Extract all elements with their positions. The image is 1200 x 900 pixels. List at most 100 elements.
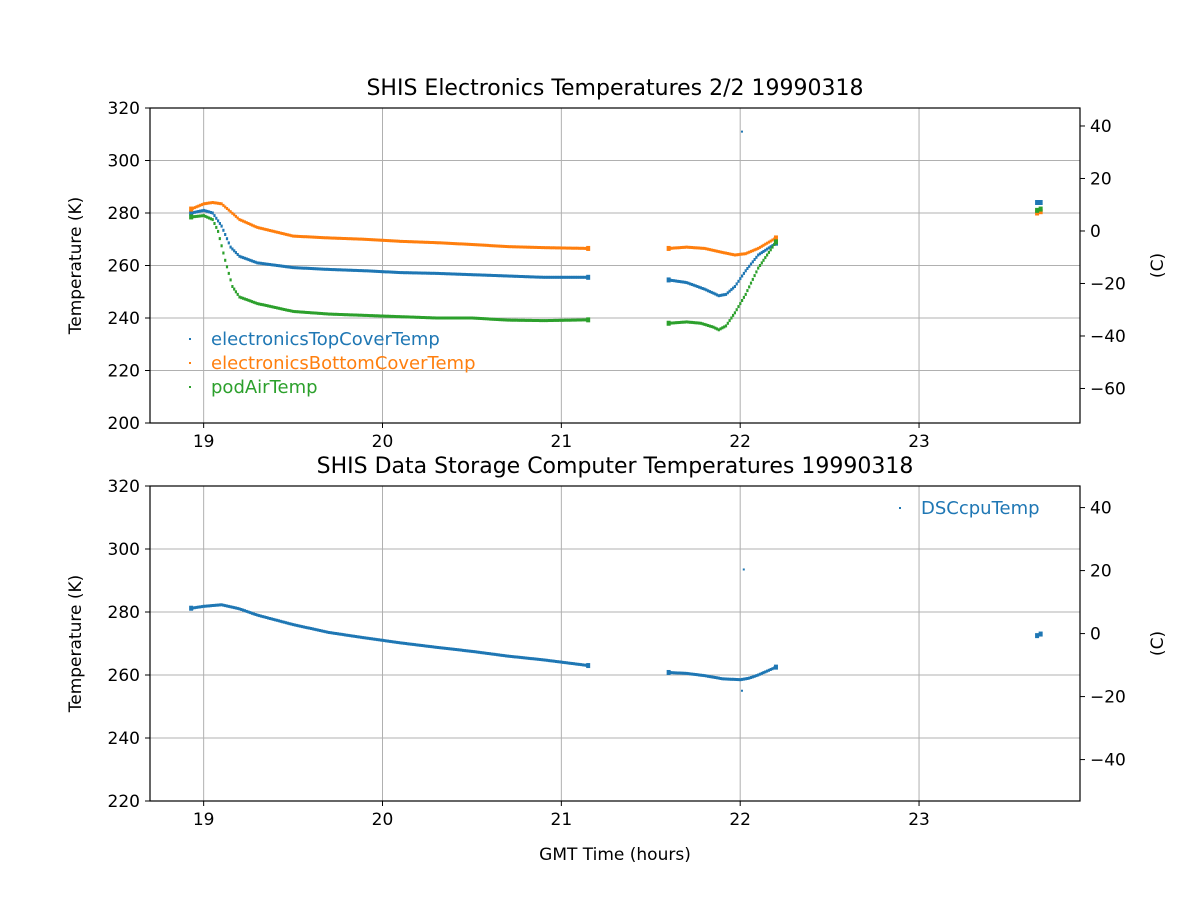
chart0-point	[200, 209, 204, 213]
chart1-point	[254, 613, 257, 616]
chart0-point	[360, 313, 363, 317]
chart0-point	[290, 234, 293, 238]
chart0-point	[483, 317, 486, 321]
chart0-point	[741, 274, 744, 278]
chart1-point	[238, 607, 241, 611]
chart0-point	[528, 245, 531, 249]
chart1-point	[358, 635, 361, 639]
chart1-point	[673, 671, 676, 675]
chart0-point	[415, 271, 418, 275]
chart0-point	[478, 273, 481, 277]
chart1-point	[308, 626, 311, 630]
chart0-point	[746, 289, 749, 293]
chart0-point	[576, 246, 579, 250]
chart1-point	[769, 668, 772, 671]
chart0-point	[354, 313, 357, 317]
chart1-point	[454, 648, 457, 651]
chart0-point	[537, 246, 540, 249]
chart0-point	[374, 314, 377, 318]
chart0-point	[724, 292, 728, 296]
chart0-point	[576, 318, 579, 322]
chart0-series-electronicsBottomCoverTemp	[189, 201, 1043, 257]
chart0-point	[413, 315, 416, 319]
chart0-point	[419, 315, 422, 319]
chart0-point	[467, 316, 470, 320]
chart0-point	[365, 269, 368, 273]
chart0-point	[436, 316, 440, 320]
chart1-point	[349, 634, 352, 638]
chart0-point	[692, 246, 695, 250]
chart1-point	[313, 627, 316, 631]
chart0-point	[717, 328, 720, 332]
chart0-point	[676, 321, 679, 325]
chart1-point	[741, 677, 744, 681]
chart1-point	[322, 629, 325, 633]
chart0-point	[202, 214, 205, 218]
chart1-point	[676, 671, 679, 675]
chart0-point	[717, 294, 720, 298]
chart0-point	[435, 241, 438, 245]
chart0-y-right-tick-label-0: −60	[1090, 379, 1126, 399]
chart1-point	[233, 606, 236, 610]
chart0-point	[224, 258, 227, 262]
chart1-point	[215, 603, 218, 607]
chart0-point	[764, 242, 767, 246]
chart0-point	[742, 295, 745, 299]
chart0-point	[553, 275, 556, 279]
chart0-point	[336, 312, 339, 316]
chart0-point	[428, 316, 431, 320]
chart0-point	[403, 271, 406, 275]
chart1-point	[354, 635, 357, 638]
chart1-point	[726, 677, 729, 681]
chart1-point	[444, 646, 447, 650]
chart0-point	[381, 314, 384, 318]
chart1-series-DSCcpuTemp	[189, 568, 1043, 692]
chart0-point	[352, 237, 356, 241]
chart0-point	[673, 321, 676, 325]
chart0-point	[218, 222, 221, 225]
chart0-point	[510, 274, 513, 278]
chart0-point	[254, 225, 257, 229]
chart0-point	[488, 317, 491, 321]
chart1-point	[583, 663, 586, 667]
chart1-point	[762, 671, 765, 675]
chart0-point	[463, 272, 466, 276]
chart0-point	[758, 264, 762, 267]
chart1-point	[721, 677, 724, 681]
chart1-point	[388, 639, 391, 643]
chart1-y-right-tick-label-4: 40	[1090, 499, 1112, 519]
chart0-point	[766, 253, 769, 257]
chart0-point	[394, 315, 397, 318]
chart0-point	[233, 213, 236, 217]
chart0-point	[513, 245, 516, 249]
chart0-point	[521, 318, 524, 322]
chart0-point	[737, 253, 740, 257]
chart0-point	[240, 296, 243, 300]
chart0-y-tick-label-2: 240	[108, 309, 140, 329]
chart-panel-data-storage: 19 20 21 22 23 220 240 260 280 300 320 −40 −20 0 20 40 S…	[66, 454, 1168, 865]
chart0-point	[415, 315, 418, 319]
chart0-point	[306, 266, 309, 270]
chart1-point	[496, 653, 499, 657]
chart1-point	[428, 644, 431, 648]
chart1-legend-marker-0	[899, 507, 901, 509]
chart0-point	[304, 235, 307, 239]
chart1-point	[560, 660, 563, 664]
chart0-point	[762, 250, 765, 253]
chart0-point	[281, 307, 284, 311]
chart0-point	[569, 246, 572, 250]
chart1-point	[528, 656, 531, 660]
chart0-point	[315, 235, 318, 239]
chart1-point	[710, 675, 713, 679]
chart-panel-electronics: 19 20 21 22 23200220240260280300320−60−40−20…	[66, 76, 1168, 452]
chart0-point	[267, 304, 270, 308]
chart0-point	[236, 292, 239, 296]
chart0-point	[447, 316, 450, 320]
chart0-point	[335, 312, 338, 316]
chart0-point	[499, 244, 502, 248]
chart0-point	[563, 318, 567, 322]
chart1-point	[361, 636, 364, 640]
chart0-point	[707, 289, 710, 293]
chart0-point	[685, 281, 688, 285]
chart0-point	[304, 266, 307, 270]
